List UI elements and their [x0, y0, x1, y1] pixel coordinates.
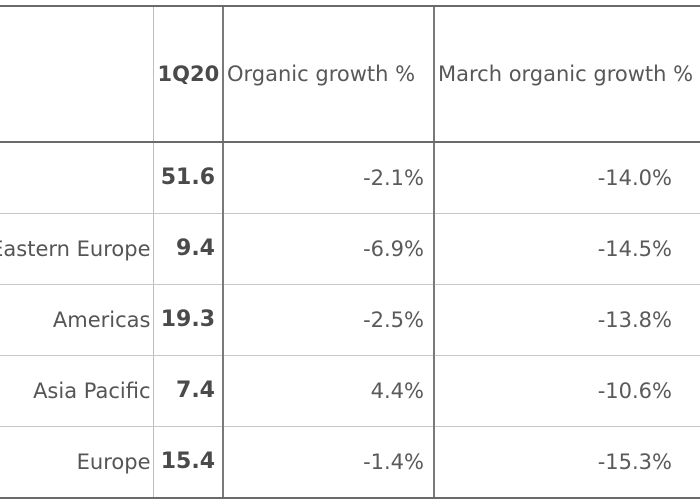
organic-growth-cell: -1.4%	[222, 426, 434, 499]
organic-growth-cell: -2.5%	[222, 284, 434, 356]
table-row: Americas 19.3 -2.5% -13.8%	[0, 284, 700, 356]
q-value-cell: 19.3	[152, 284, 223, 356]
q-value-cell: 9.4	[152, 213, 223, 285]
region-cell: Eastern Europe	[0, 213, 153, 285]
results-table-frame: 1Q20 Organic growth % March organic grow…	[0, 5, 700, 500]
table-row: Asia Pacific 7.4 4.4% -10.6%	[0, 355, 700, 427]
march-growth-cell: -13.8%	[433, 284, 700, 356]
march-growth-cell: -14.5%	[433, 213, 700, 285]
organic-growth-cell: 4.4%	[222, 355, 434, 427]
q-value-cell: 51.6	[152, 142, 223, 214]
region-cell: Americas	[0, 284, 153, 356]
table-row: Eastern Europe 9.4 -6.9% -14.5%	[0, 213, 700, 285]
table-row: 51.6 -2.1% -14.0%	[0, 142, 700, 214]
march-growth-cell: -14.0%	[433, 142, 700, 214]
region-cell: Asia Pacific	[0, 355, 153, 427]
table-header-row: 1Q20 Organic growth % March organic grow…	[0, 5, 700, 143]
header-1q20: 1Q20	[152, 5, 223, 143]
region-cell	[0, 142, 153, 214]
march-growth-cell: -15.3%	[433, 426, 700, 499]
march-growth-cell: -10.6%	[433, 355, 700, 427]
header-march-organic-growth: March organic growth %	[433, 5, 700, 143]
results-table: 1Q20 Organic growth % March organic grow…	[0, 5, 700, 499]
header-region	[0, 5, 153, 143]
header-organic-growth: Organic growth %	[222, 5, 434, 143]
organic-growth-cell: -2.1%	[222, 142, 434, 214]
organic-growth-cell: -6.9%	[222, 213, 434, 285]
q-value-cell: 7.4	[152, 355, 223, 427]
q-value-cell: 15.4	[152, 426, 223, 499]
region-cell: Europe	[0, 426, 153, 499]
table-row: Europe 15.4 -1.4% -15.3%	[0, 426, 700, 499]
